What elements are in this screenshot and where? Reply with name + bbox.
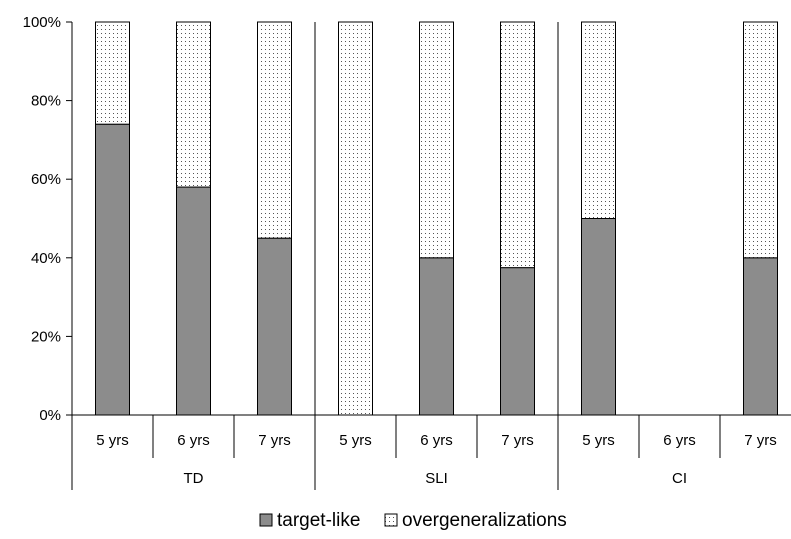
bar-target-like-sli-7-yrs — [500, 267, 535, 416]
chart-axes: 0% 20% 40% 60% 80% 100% — [23, 14, 791, 490]
bar-target-like-ci-7-yrs — [743, 257, 778, 416]
x-category-label: 5 yrs — [96, 432, 129, 449]
x-category-label: 5 yrs — [582, 432, 615, 449]
bar-target-like-td-6-yrs — [176, 186, 211, 416]
x-category-label: 5 yrs — [339, 432, 372, 449]
y-tick-label: 20% — [31, 328, 61, 345]
y-tick-label: 0% — [39, 407, 61, 424]
chart-bars — [95, 21, 778, 416]
bar-overgeneralizations-td-5-yrs — [95, 21, 130, 125]
x-axis-labels: 5 yrs 6 yrs 7 yrs 5 yrs 6 yrs 7 yrs 5 yrs 6 yrs… — [96, 432, 777, 487]
legend-label-overgeneralizations: overgeneralizations — [402, 510, 567, 531]
bar-overgeneralizations-sli-7-yrs — [500, 21, 535, 269]
bar-overgeneralizations-td-7-yrs — [257, 21, 292, 239]
x-group-label: CI — [672, 470, 687, 487]
y-tick-label: 40% — [31, 250, 61, 267]
x-group-label: SLI — [425, 470, 448, 487]
bar-target-like-td-5-yrs — [95, 123, 130, 416]
bar-overgeneralizations-td-6-yrs — [176, 21, 211, 188]
legend-swatch-overgeneralizations — [384, 513, 398, 527]
x-category-label: 7 yrs — [258, 432, 291, 449]
y-tick-label: 100% — [23, 14, 61, 31]
y-tick-label: 60% — [31, 171, 61, 188]
bar-overgeneralizations-ci-5-yrs — [581, 21, 616, 219]
x-category-label: 6 yrs — [177, 432, 210, 449]
x-category-label: 7 yrs — [501, 432, 534, 449]
x-group-label: TD — [184, 470, 204, 487]
bar-overgeneralizations-sli-6-yrs — [419, 21, 454, 259]
bar-overgeneralizations-sli-5-yrs — [338, 21, 373, 416]
x-category-label: 6 yrs — [663, 432, 696, 449]
x-category-label: 6 yrs — [420, 432, 453, 449]
legend-swatch-target-like — [259, 513, 273, 527]
y-tick-label: 80% — [31, 93, 61, 110]
bar-target-like-ci-5-yrs — [581, 218, 616, 416]
bar-overgeneralizations-ci-7-yrs — [743, 21, 778, 259]
x-category-label: 7 yrs — [744, 432, 777, 449]
chart-legend: target-like overgeneralizations — [259, 510, 567, 531]
legend-label-target-like: target-like — [277, 510, 360, 531]
bar-target-like-td-7-yrs — [257, 237, 292, 416]
bar-target-like-sli-6-yrs — [419, 257, 454, 416]
